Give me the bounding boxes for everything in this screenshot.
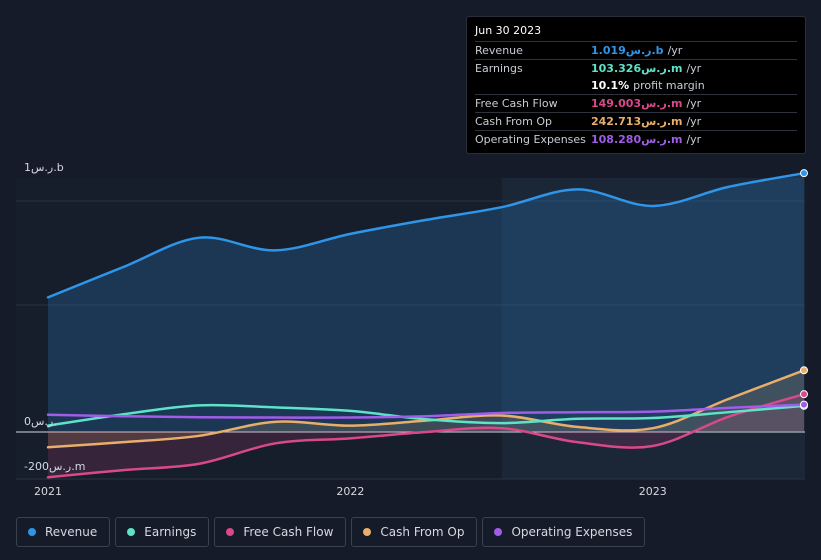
y-tick-label: 0ر.س. xyxy=(24,415,57,428)
free-cash-flow-line xyxy=(46,392,806,479)
tooltip-row-revenue: Revenue 1.019ر.س.b /yr xyxy=(475,41,797,59)
tooltip-unit: /yr xyxy=(686,115,702,128)
revenue-area xyxy=(48,173,804,432)
tooltip-row-free-cash-flow: Free Cash Flow 149.003ر.س.m /yr xyxy=(475,94,797,112)
tooltip-unit: profit margin xyxy=(633,79,705,92)
tooltip-row-operating-expenses: Operating Expenses 108.280ر.س.m /yr xyxy=(475,130,797,148)
axis-labels: 1ر.س.b 0ر.س. -200ر.س.m 2021 2022 2023 xyxy=(24,161,667,498)
legend-dot-icon xyxy=(226,528,235,536)
cash-from-op-end-marker xyxy=(800,366,808,375)
tooltip-value: 242.713ر.س.m xyxy=(591,115,683,128)
tooltip-unit: /yr xyxy=(686,97,702,110)
legend-item-revenue[interactable]: Revenue xyxy=(16,517,111,547)
tooltip-label: Earnings xyxy=(475,62,523,75)
y-tick-label: 1ر.س.b xyxy=(24,161,64,174)
tooltip-unit: /yr xyxy=(686,62,702,75)
legend-item-cash-from-op[interactable]: Cash From Op xyxy=(351,517,478,547)
operating-expenses-end-marker xyxy=(800,400,808,409)
legend-dot-icon xyxy=(363,528,372,536)
series-lines xyxy=(46,171,806,479)
earnings-line xyxy=(46,403,806,427)
tooltip-unit: /yr xyxy=(667,44,683,57)
tooltip-value: 103.326ر.س.m xyxy=(591,62,683,75)
chart-legend: Revenue Earnings Free Cash Flow Cash Fro… xyxy=(16,517,646,547)
tooltip-label: Cash From Op xyxy=(475,115,553,128)
tooltip-date: Jun 30 2023 xyxy=(475,24,542,37)
cash-from-op-line xyxy=(46,369,806,449)
legend-label: Free Cash Flow xyxy=(243,525,334,539)
legend-item-free-cash-flow[interactable]: Free Cash Flow xyxy=(214,517,347,547)
tooltip-unit: /yr xyxy=(686,133,702,146)
tooltip-value: 10.1% xyxy=(591,79,630,92)
tooltip-value: 108.280ر.س.m xyxy=(591,133,683,146)
x-tick-label: 2021 xyxy=(34,485,62,498)
series-end-markers xyxy=(800,169,808,410)
tooltip-label: Operating Expenses xyxy=(475,133,586,146)
tooltip-row-cash-from-op: Cash From Op 242.713ر.س.m /yr xyxy=(475,112,797,130)
legend-label: Revenue xyxy=(45,525,98,539)
tooltip-label: Free Cash Flow xyxy=(475,97,558,110)
legend-label: Cash From Op xyxy=(380,525,465,539)
operating-expenses-line xyxy=(46,403,806,419)
tooltip-label: Revenue xyxy=(475,44,523,57)
legend-item-operating-expenses[interactable]: Operating Expenses xyxy=(482,517,646,547)
data-tooltip: Jun 30 2023 Revenue 1.019ر.س.b /yr Earni… xyxy=(466,16,806,154)
x-tick-label: 2022 xyxy=(336,485,364,498)
legend-dot-icon xyxy=(127,528,136,536)
x-tick-label: 2023 xyxy=(639,485,667,498)
tooltip-row-profit-margin: 10.1% profit margin xyxy=(475,77,797,94)
tooltip-value: 149.003ر.س.m xyxy=(591,97,683,110)
legend-label: Earnings xyxy=(144,525,197,539)
tooltip-value: 1.019ر.س.b xyxy=(591,44,664,57)
free-cash-flow-end-marker xyxy=(800,390,808,399)
legend-dot-icon xyxy=(28,528,36,536)
legend-dot-icon xyxy=(494,528,503,536)
y-tick-label: -200ر.س.m xyxy=(24,460,85,473)
revenue-line xyxy=(46,171,806,299)
revenue-end-marker xyxy=(800,169,808,178)
legend-label: Operating Expenses xyxy=(511,525,633,539)
tooltip-row-earnings: Earnings 103.326ر.س.m /yr xyxy=(475,59,797,77)
legend-item-earnings[interactable]: Earnings xyxy=(115,517,210,547)
